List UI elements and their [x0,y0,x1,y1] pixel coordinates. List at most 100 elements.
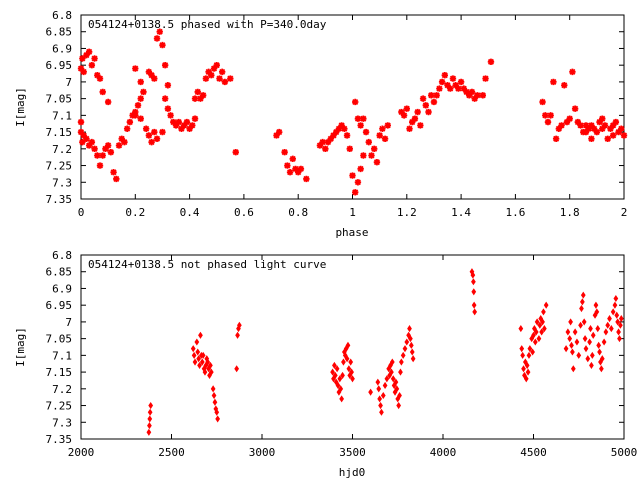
data-point [601,122,609,129]
data-point [151,75,158,82]
data-point [582,335,588,343]
data-point [118,135,125,142]
y-tick-label: 7.15 [46,366,73,379]
data-point [400,351,406,359]
data-point [99,152,106,159]
data-point [414,108,421,116]
data-point [218,68,226,76]
data-point [518,325,524,333]
data-point [145,132,153,139]
data-point [576,351,582,359]
data-point [197,95,204,102]
data-point [335,125,343,132]
data-point [482,75,489,82]
data-point [615,128,622,136]
data-point [83,51,90,59]
data-point [330,368,335,376]
data-point [83,135,90,142]
x-tick-label: 3500 [339,446,366,459]
data-point [376,132,383,139]
data-point [319,138,326,146]
data-point [132,65,139,72]
data-point [142,125,150,132]
data-point [526,351,532,359]
data-point [104,98,112,106]
data-point [578,321,583,329]
data-point [297,165,305,173]
x-tick-label: 1.4 [451,206,471,219]
data-point [134,102,142,109]
data-point [96,162,104,169]
data-point [77,65,85,72]
data-point [447,85,454,92]
data-point [379,125,386,132]
data-point [88,138,96,146]
data-point [400,112,408,119]
data-point [161,61,169,69]
data-point [349,368,354,376]
x-tick-label: 1.2 [397,206,417,219]
data-point [334,365,340,373]
data-point [337,375,343,383]
data-point [433,92,440,99]
y-tick-labels: 6.8 6.85 6.9 6.95 7 7.05 7.1 7.15 7.2 7.25 7.3 7.35 [46,9,73,206]
data-point [609,132,617,139]
data-point [191,351,197,359]
data-point [601,338,607,346]
x-tick-label: 0.2 [125,206,145,219]
data-point [164,105,172,112]
data-point [333,128,340,136]
y-tick-label: 7.3 [52,176,72,189]
data-point [561,82,568,89]
data-point [410,355,416,363]
data-point [80,132,87,139]
data-point [555,125,563,132]
data-point [393,378,399,386]
data-point [91,55,98,62]
data-point [146,428,152,436]
data-point [237,321,242,329]
data-point [422,102,430,109]
data-point [521,365,526,373]
y-tick-label: 7.35 [46,433,73,446]
data-point [232,148,239,156]
data-point [199,358,205,366]
data-point [102,145,109,153]
data-point [618,321,623,329]
data-point [607,125,614,132]
data-point [542,112,549,119]
data-point [159,128,166,136]
data-point [444,82,451,89]
data-point [397,391,402,400]
data-point [408,341,414,349]
data-point [183,118,191,126]
data-point [471,95,478,102]
y-tick-label: 7.25 [46,400,73,413]
data-point [167,112,174,119]
data-point [563,118,571,126]
x-tick-label: 4500 [520,446,547,459]
y-tick-label: 6.9 [52,42,72,55]
data-point [208,72,215,79]
y-tick-label: 6.85 [46,266,73,279]
data-point [172,122,180,129]
data-point [360,115,367,122]
data-point [85,48,93,55]
data-point [570,348,575,356]
data-point [159,41,166,49]
data-point [211,391,217,400]
data-point [147,408,153,416]
data-point [581,318,587,326]
data-point [191,115,199,122]
data-point [273,132,280,139]
data-point [394,385,400,393]
data-point [208,361,213,369]
data-point [227,75,234,82]
data-point [79,55,86,62]
y-tick-label: 6.8 [52,9,72,22]
data-point [198,331,203,339]
data-point [148,72,155,79]
data-point [541,325,547,333]
data-point [616,328,621,336]
data-point [148,402,154,410]
